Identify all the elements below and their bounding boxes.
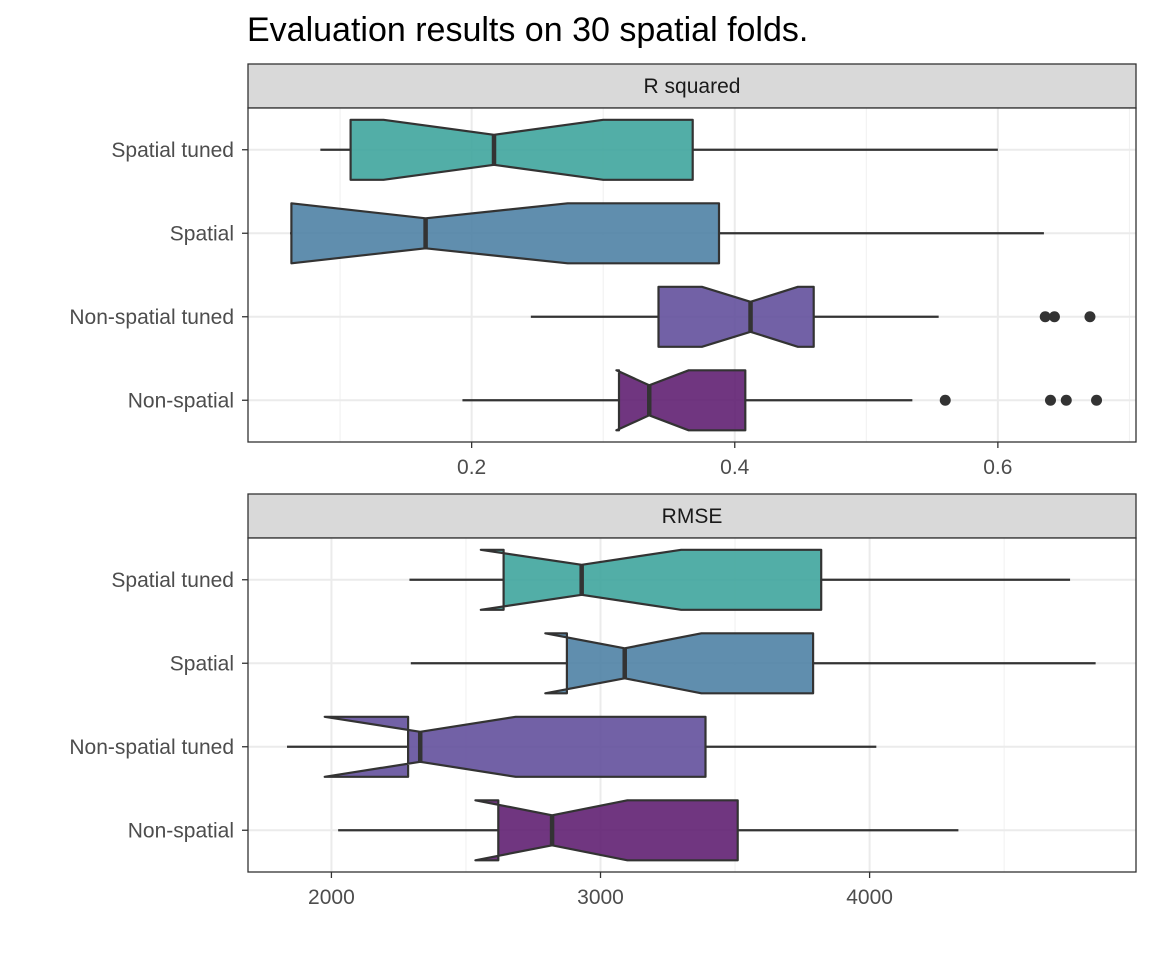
panel-1: RMSE Spatial tuned Spatial Non-spatial tune… xyxy=(69,493,1137,909)
notched-box xyxy=(544,632,815,695)
x-tick-label: 0.4 xyxy=(720,456,750,479)
panel-strip-label: R squared xyxy=(644,75,741,98)
x-tick-label: 2000 xyxy=(308,886,355,909)
x-tick-label: 0.6 xyxy=(983,456,1012,479)
chart-title: Evaluation results on 30 spatial folds. xyxy=(247,11,808,49)
outlier-point xyxy=(1091,394,1103,406)
notched-box xyxy=(657,285,815,348)
box-spatial xyxy=(410,632,1096,695)
box-non-spatial xyxy=(338,799,959,862)
y-tick-label: Spatial xyxy=(170,222,234,245)
panel-strip xyxy=(247,63,1137,109)
y-tick-label: Spatial tuned xyxy=(111,569,234,592)
outlier-point xyxy=(1044,394,1056,406)
box-non-spatial xyxy=(462,369,1103,432)
box-non-spatial-tuned xyxy=(287,715,877,778)
y-tick-label: Spatial tuned xyxy=(111,139,234,162)
panel-strip xyxy=(247,493,1137,539)
box-spatial-tuned xyxy=(409,548,1071,611)
y-tick-label: Non-spatial xyxy=(128,819,234,842)
outlier-point xyxy=(1084,311,1096,323)
box-non-spatial-tuned xyxy=(530,285,1096,348)
notched-box xyxy=(474,799,739,862)
x-tick-label: 4000 xyxy=(846,886,893,909)
outlier-point xyxy=(1060,394,1072,406)
notched-box xyxy=(349,118,694,181)
box-spatial-tuned xyxy=(320,118,998,181)
panel-border xyxy=(247,107,1137,443)
outlier-point xyxy=(939,394,951,406)
notched-box xyxy=(479,548,823,611)
outlier-point xyxy=(1048,311,1060,323)
y-tick-label: Spatial xyxy=(170,652,234,675)
panel-strip-label: RMSE xyxy=(662,505,723,528)
y-tick-label: Non-spatial tuned xyxy=(69,306,234,329)
panel-0: R squared Spatial tuned Spatial Non-spatial… xyxy=(69,63,1137,479)
y-tick-label: Non-spatial xyxy=(128,389,234,412)
panel-border xyxy=(247,537,1137,873)
notched-box xyxy=(615,369,747,432)
y-tick-label: Non-spatial tuned xyxy=(69,736,234,759)
x-tick-label: 0.2 xyxy=(457,456,486,479)
outlier-point xyxy=(1039,311,1051,323)
notched-box xyxy=(290,202,721,265)
x-tick-label: 3000 xyxy=(577,886,624,909)
box-spatial xyxy=(290,202,1044,265)
